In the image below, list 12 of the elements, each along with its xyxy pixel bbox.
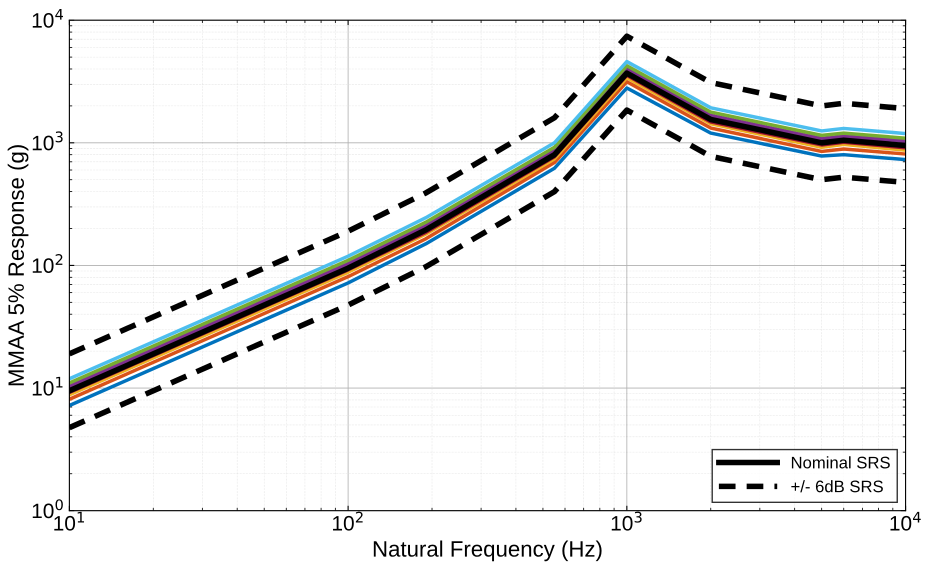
y-tick-label: 10$^{3}$ xyxy=(32,131,63,150)
y-axis-title: MMAA 5% Response (g) xyxy=(8,145,28,386)
x-axis-title: Natural Frequency (Hz) xyxy=(374,540,602,562)
x-tick-label: 10$^{2}$ xyxy=(333,512,363,531)
legend-label: +/- 6dB SRS xyxy=(791,480,883,492)
y-tick-label: 10$^{2}$ xyxy=(32,254,62,274)
x-tick-label: 10$^{3}$ xyxy=(612,512,642,531)
x-tick-label: 10$^{1}$ xyxy=(54,512,84,531)
y-tick-label: 10$^{1}$ xyxy=(32,376,62,396)
x-tick-label: 10$^{4}$ xyxy=(890,512,921,531)
legend-label: Nominal SRS xyxy=(792,456,890,468)
y-tick-label: 10$^{4}$ xyxy=(32,8,64,28)
